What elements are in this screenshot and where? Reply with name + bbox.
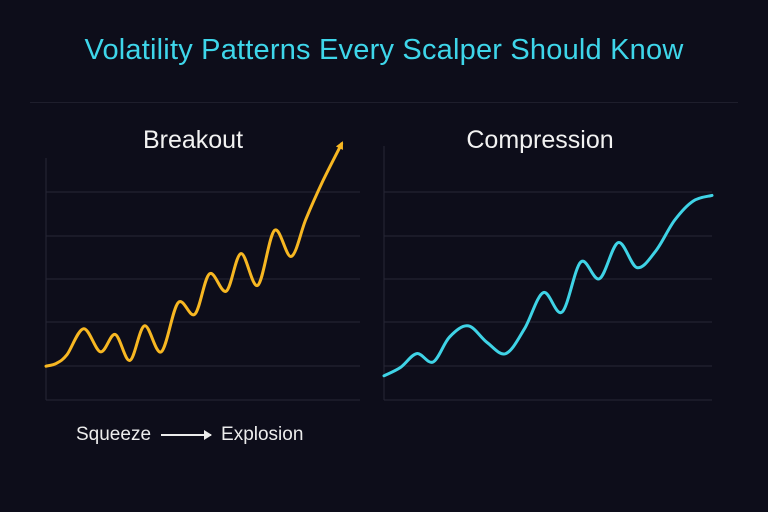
compression-chart bbox=[382, 146, 714, 401]
squeeze-to-explosion-annotation: Squeeze Explosion bbox=[76, 424, 303, 446]
annotation-to-label: Explosion bbox=[221, 424, 304, 445]
compression-chart-title: Compression bbox=[466, 126, 614, 154]
breakout-chart-title: Breakout bbox=[142, 126, 244, 154]
title-divider bbox=[30, 102, 738, 103]
breakout-series-line bbox=[44, 141, 344, 368]
main-title: Volatility Patterns Every Scalper Should… bbox=[84, 34, 684, 66]
breakout-chart bbox=[44, 141, 360, 401]
right-arrow-icon bbox=[161, 430, 213, 440]
compression-series-line bbox=[382, 193, 714, 378]
annotation-from-label: Squeeze bbox=[76, 424, 152, 445]
